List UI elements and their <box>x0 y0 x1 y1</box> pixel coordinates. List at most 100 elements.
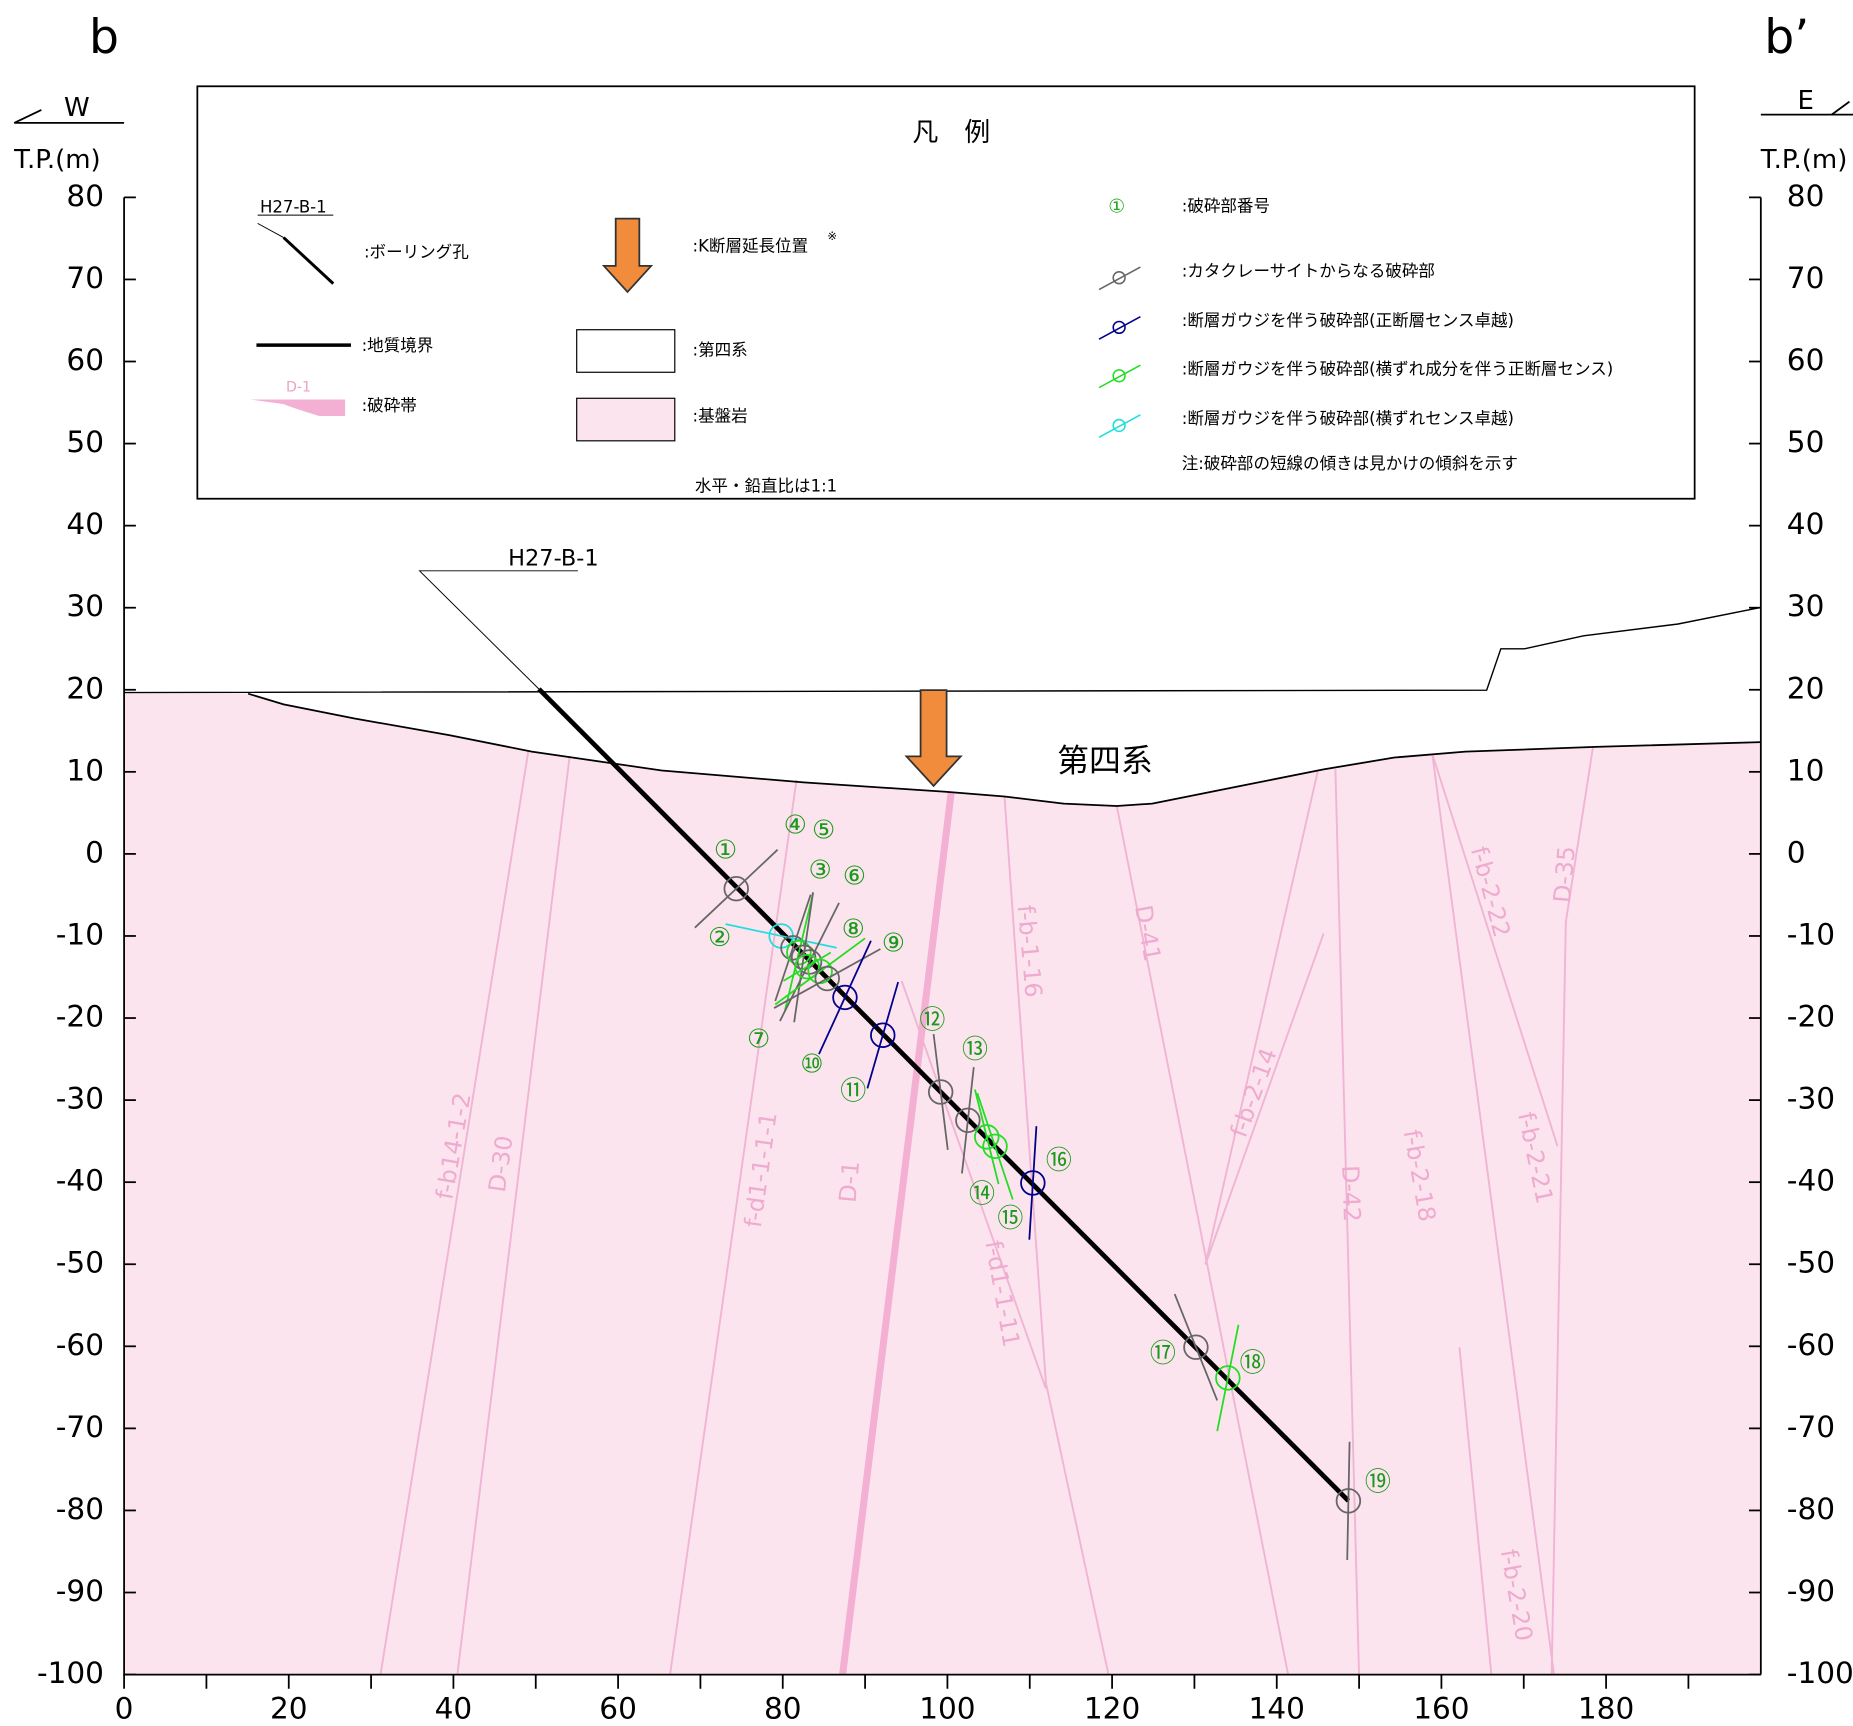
fracture-label: ⑲ <box>1365 1468 1391 1498</box>
fracture-label: ⑬ <box>962 1035 988 1065</box>
ground-surface <box>124 607 1761 692</box>
legend-k-fault: :K断層延長位置 <box>693 237 809 256</box>
y-tick-label: 80 <box>66 179 104 213</box>
x-tick-label: 60 <box>599 1692 637 1726</box>
y-tick-label: 10 <box>66 753 104 787</box>
legend: 凡 例 H27-B-1 :ボーリング孔 :地質境界 D-1 :破砕帯 :K断層延… <box>197 86 1694 498</box>
y-tick-label: -90 <box>56 1574 104 1608</box>
page: {"section":{"start_label":"b","end_label… <box>0 0 1853 1726</box>
fracture-label: ⑱ <box>1240 1348 1266 1378</box>
x-tick-label: 180 <box>1578 1692 1634 1726</box>
x-tick-label: 100 <box>919 1692 975 1726</box>
y-tick-label-right: 40 <box>1787 507 1825 541</box>
fracture-label: ⑭ <box>969 1179 995 1209</box>
y-tick-label-right: 70 <box>1787 261 1825 295</box>
x-tick-label: 80 <box>764 1692 802 1726</box>
fracture-label: ④ <box>784 811 807 841</box>
y-tick-label: 0 <box>85 835 104 869</box>
legend-title: 凡 例 <box>912 118 990 148</box>
fracture-label: ⑯ <box>1046 1146 1072 1176</box>
legend-fracture-zone: :破砕帯 <box>362 396 417 415</box>
legend-bedrock: :基盤岩 <box>693 407 748 426</box>
x-tick-label: 40 <box>435 1692 473 1726</box>
fault-label: D-35 <box>1548 845 1581 904</box>
y-tick-label-right: -40 <box>1787 1164 1835 1198</box>
y-tick-label: 40 <box>66 507 104 541</box>
y-unit-left: T.P.(m) <box>13 145 101 175</box>
fracture-label: ③ <box>808 855 831 885</box>
x-tick-label: 20 <box>270 1692 308 1726</box>
fracture-label: ⑫ <box>919 1006 945 1036</box>
y-tick-label: -50 <box>56 1246 104 1280</box>
section-end: b’ <box>1764 10 1809 65</box>
y-tick-label-right: -60 <box>1787 1328 1835 1362</box>
legend-k-fault-mark: ※ <box>827 229 837 243</box>
fracture-label: ⑤ <box>812 815 835 845</box>
section-diagram: H27-B-1 第四系 ①②③④⑤⑥⑦⑧⑨⑩⑪⑫⑬⑭⑮⑯⑰⑱⑲ b b’ W E… <box>0 0 1853 1726</box>
x-tick-label: 0 <box>115 1692 134 1726</box>
fracture-label: ⑩ <box>800 1049 823 1079</box>
fault-label: D-42 <box>1336 1165 1366 1223</box>
fracture-label: ⑦ <box>747 1024 770 1054</box>
fracture-label: ⑮ <box>997 1204 1023 1234</box>
legend-boundary: :地質境界 <box>362 336 434 355</box>
fault-label: D-1 <box>834 1160 866 1204</box>
y-tick-label-right: 50 <box>1787 425 1825 459</box>
x-tick-label: 120 <box>1084 1692 1140 1726</box>
legend-fz-sample: D-1 <box>286 380 311 396</box>
y-tick-label-right: 60 <box>1787 343 1825 377</box>
y-tick-label: -30 <box>56 1082 104 1116</box>
y-tick-label-right: 0 <box>1787 835 1806 869</box>
legend-cataclasite: :カタクレーサイトからなる破砕部 <box>1182 261 1435 280</box>
y-tick-label-right: -30 <box>1787 1082 1835 1116</box>
y-tick-label: -20 <box>56 1000 104 1034</box>
y-tick-label-right: -80 <box>1787 1492 1835 1526</box>
y-tick-label-right: -20 <box>1787 1000 1835 1034</box>
y-tick-label-right: -90 <box>1787 1574 1835 1608</box>
fracture-label: ① <box>714 835 737 865</box>
y-tick-label: 50 <box>66 425 104 459</box>
y-unit-right: T.P.(m) <box>1760 145 1848 175</box>
fracture-label: ⑨ <box>882 929 905 959</box>
fracture-label: ⑧ <box>842 915 865 945</box>
x-tick-label: 160 <box>1413 1692 1469 1726</box>
y-tick-label: 20 <box>66 671 104 705</box>
y-tick-label: 30 <box>66 589 104 623</box>
legend-boring-sample: H27-B-1 <box>260 198 327 217</box>
fracture-label: ⑪ <box>840 1076 866 1106</box>
end-direction: E <box>1798 86 1814 116</box>
legend-scale-note: 水平・鉛直比は1:1 <box>695 476 837 495</box>
y-tick-label-right: 80 <box>1787 179 1825 213</box>
y-tick-label-right: 10 <box>1787 753 1825 787</box>
x-tick-label: 140 <box>1249 1692 1305 1726</box>
boring-leader <box>420 571 578 689</box>
legend-number: :破砕部番号 <box>1182 196 1270 215</box>
y-tick-label-right: 30 <box>1787 589 1825 623</box>
quaternary-label: 第四系 <box>1057 741 1153 779</box>
y-tick-label: -40 <box>56 1164 104 1198</box>
legend-note: 注:破砕部の短線の傾きは見かけの傾斜を示す <box>1182 454 1518 473</box>
y-tick-label-right: -10 <box>1787 917 1835 951</box>
y-tick-label: -60 <box>56 1328 104 1362</box>
y-tick-label: -100 <box>37 1656 104 1690</box>
legend-quaternary: :第四系 <box>693 341 748 360</box>
fracture-label: ② <box>708 923 731 953</box>
start-direction: W <box>64 93 90 123</box>
legend-gouge-normal: :断層ガウジを伴う破砕部(正断層センス卓越) <box>1182 311 1514 330</box>
legend-boring: :ボーリング孔 <box>364 242 469 261</box>
legend-gouge-oblique: :断層ガウジを伴う破砕部(横ずれ成分を伴う正断層センス) <box>1182 359 1613 378</box>
y-tick-label-right: -70 <box>1787 1410 1835 1444</box>
y-tick-label: -80 <box>56 1492 104 1526</box>
legend-gouge-strike: :断層ガウジを伴う破砕部(横ずれセンス卓越) <box>1182 409 1514 428</box>
y-tick-label: -10 <box>56 917 104 951</box>
y-tick-label-right: 20 <box>1787 671 1825 705</box>
y-tick-label-right: -100 <box>1787 1656 1853 1690</box>
section-start: b <box>89 10 119 65</box>
y-tick-label-right: -50 <box>1787 1246 1835 1280</box>
y-tick-label: -70 <box>56 1410 104 1444</box>
fracture-label: ⑥ <box>843 861 866 891</box>
y-tick-label: 60 <box>66 343 104 377</box>
y-tick-label: 70 <box>66 261 104 295</box>
legend-box <box>197 86 1694 498</box>
k-fault-arrow <box>906 690 960 786</box>
